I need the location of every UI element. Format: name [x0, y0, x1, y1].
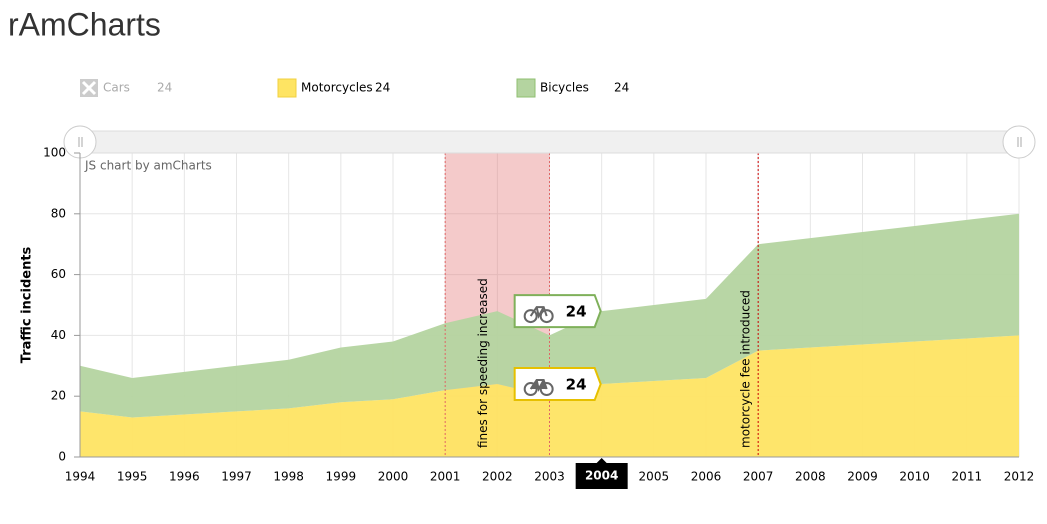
x-tick-label: 2002: [482, 470, 513, 484]
y-tick-label: 20: [51, 389, 66, 403]
x-tick-label: 2010: [899, 470, 930, 484]
x-tick-label: 2001: [430, 470, 461, 484]
x-tick-label: 1995: [117, 470, 148, 484]
legend-value: 24: [375, 81, 390, 95]
y-tick-label: 80: [51, 206, 66, 220]
legend-x: [81, 80, 97, 96]
scrollbar-track[interactable]: [79, 130, 1020, 154]
legend-label[interactable]: Motorcycles: [301, 81, 373, 95]
cursor-arrow: [596, 458, 607, 463]
legend-value: 24: [614, 81, 629, 95]
page-title: rAmCharts: [8, 6, 161, 42]
scrollbar-handle[interactable]: [1002, 125, 1036, 159]
legend-label[interactable]: Cars: [103, 81, 130, 95]
x-tick-label: 1997: [221, 470, 252, 484]
icon: [529, 306, 548, 319]
legend-value: 24: [157, 81, 172, 95]
y-tick-label: 0: [58, 450, 66, 464]
y-axis-title: Traffic incidents: [20, 246, 35, 363]
x-tick-label: 2007: [743, 470, 774, 484]
x-tick-label: 2000: [378, 470, 409, 484]
x-tick-label: 1994: [65, 470, 96, 484]
icon: [529, 379, 548, 392]
icon: [539, 309, 554, 324]
guide-label: fines for speeding increased: [476, 278, 490, 448]
area: [80, 213, 1019, 418]
guide-label: motorcycle fee introduced: [739, 290, 753, 448]
icon: [523, 309, 538, 324]
credit: JS chart by amCharts: [84, 159, 212, 173]
cursor-label-bg: [575, 463, 628, 489]
x-tick-label: 2003: [534, 470, 565, 484]
x-tick-label: 2005: [639, 470, 670, 484]
x-tick-label: 2006: [691, 470, 722, 484]
x-tick-label: 2008: [795, 470, 826, 484]
x-tick-label: 1998: [273, 470, 304, 484]
legend-label[interactable]: Bicycles: [540, 81, 589, 95]
balloon-value: 24: [566, 303, 587, 321]
y-tick-label: 40: [51, 328, 66, 342]
legend-swatch[interactable]: [516, 78, 536, 98]
scrollbar[interactable]: [63, 125, 1036, 159]
y-tick-label: 100: [43, 146, 66, 160]
legend-swatch[interactable]: [277, 78, 297, 98]
x-tick-label: 1999: [326, 470, 357, 484]
x-tick-label: 2009: [847, 470, 878, 484]
y-tick-label: 60: [51, 267, 66, 281]
x-tick-label: 2012: [1004, 470, 1035, 484]
x-tick-label: 1996: [169, 470, 200, 484]
x-tick-label: 2011: [952, 470, 983, 484]
cursor-label: 2004: [585, 469, 618, 483]
balloon-value: 24: [566, 376, 587, 394]
